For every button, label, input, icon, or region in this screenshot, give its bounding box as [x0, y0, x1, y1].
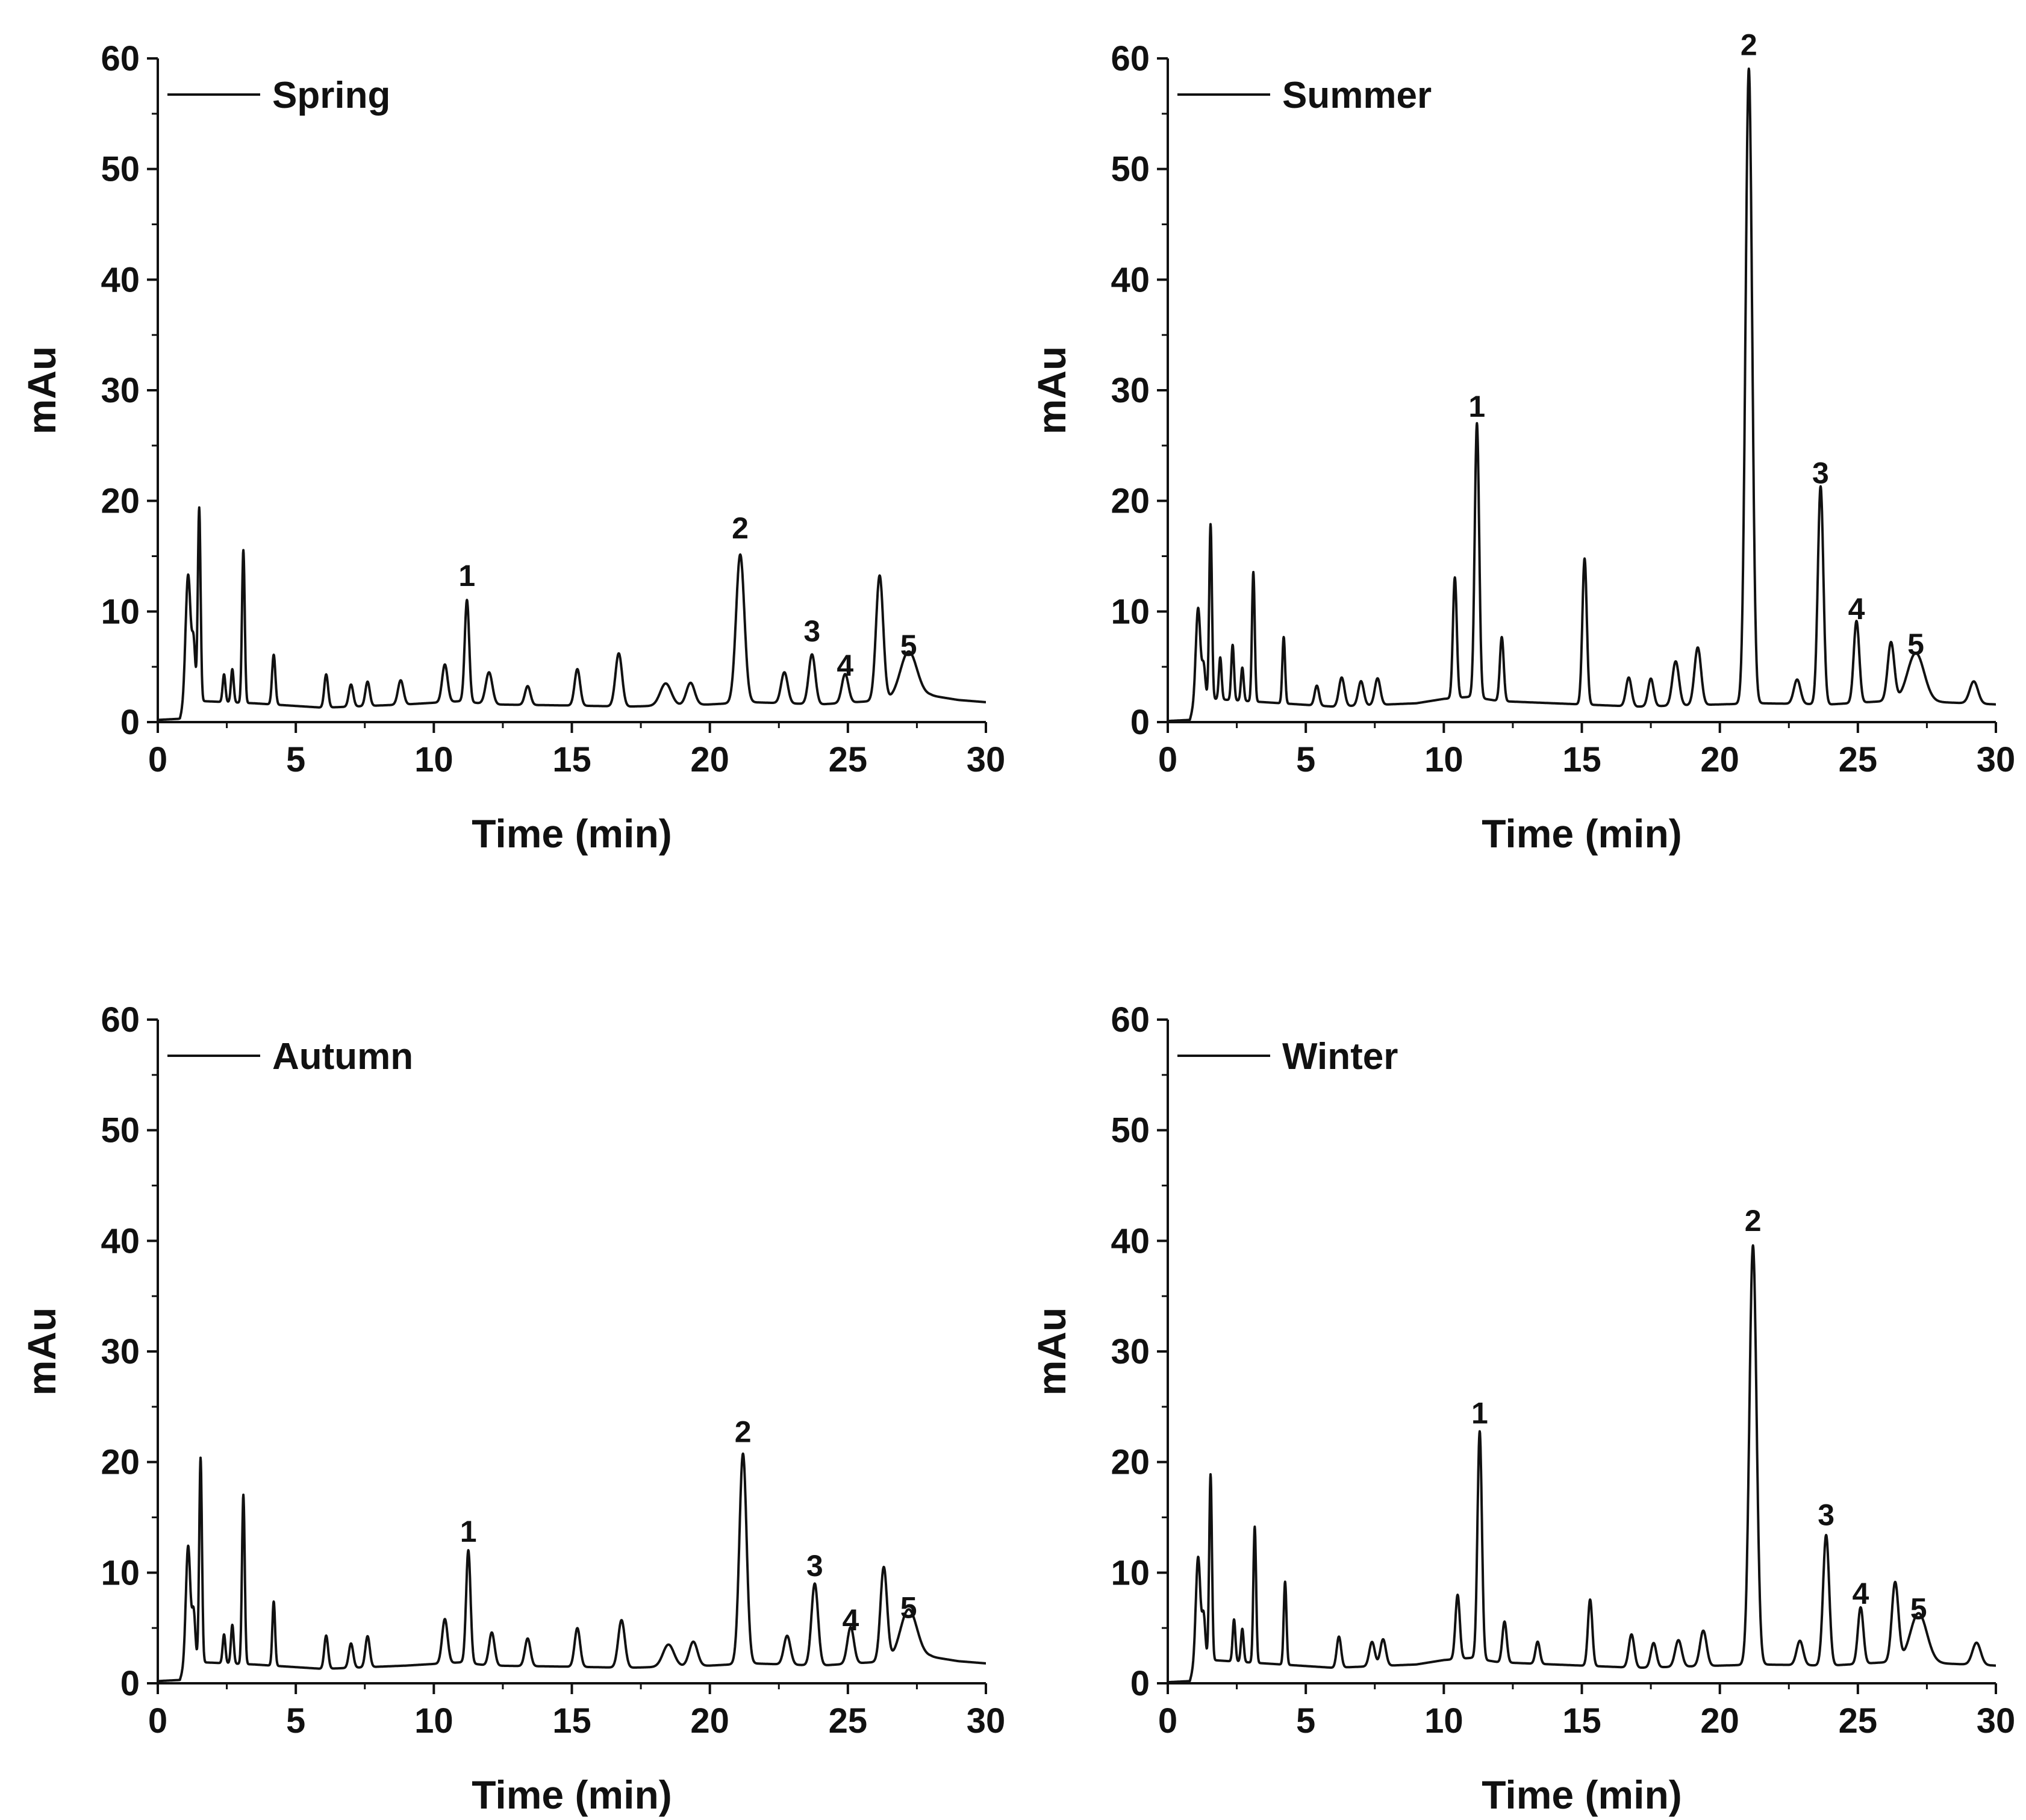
x-tick-label: 10 — [414, 740, 454, 779]
peak-label-2: 2 — [1745, 1204, 1762, 1238]
x-tick-label: 0 — [1158, 740, 1177, 779]
peak-label-3: 3 — [803, 614, 820, 648]
legend-label: Spring — [272, 75, 390, 116]
x-tick-label: 5 — [286, 1701, 305, 1741]
y-axis-title: mAu — [1029, 346, 1074, 435]
y-tick-label: 60 — [1111, 39, 1150, 78]
y-tick-label: 50 — [101, 150, 140, 189]
y-axis-title: mAu — [1029, 1307, 1074, 1396]
x-axis-title: Time (min) — [1482, 1772, 1682, 1817]
x-tick-label: 25 — [1839, 1701, 1878, 1741]
y-tick-label: 40 — [101, 260, 140, 299]
y-tick-label: 30 — [1111, 371, 1150, 410]
peak-label-5: 5 — [1910, 1592, 1927, 1625]
y-tick-label: 30 — [101, 371, 140, 410]
y-tick-label: 0 — [1130, 703, 1150, 742]
peak-label-1: 1 — [1471, 1396, 1488, 1430]
peak-label-1: 1 — [458, 559, 475, 593]
x-tick-label: 5 — [286, 740, 305, 779]
x-tick-label: 20 — [690, 1701, 729, 1741]
y-tick-label: 40 — [1111, 1221, 1150, 1261]
peak-label-5: 5 — [900, 629, 917, 662]
y-tick-label: 60 — [101, 39, 140, 78]
x-tick-label: 20 — [1700, 1701, 1739, 1741]
x-tick-label: 10 — [1424, 740, 1463, 779]
x-tick-label: 10 — [1424, 1701, 1463, 1741]
y-tick-label: 10 — [1111, 1553, 1150, 1592]
peak-label-5: 5 — [1907, 628, 1924, 661]
x-tick-label: 15 — [1562, 1701, 1601, 1741]
y-axis-title: mAu — [19, 346, 64, 435]
y-tick-label: 30 — [1111, 1332, 1150, 1371]
peak-label-4: 4 — [1848, 592, 1865, 626]
x-tick-label: 25 — [1839, 740, 1878, 779]
x-axis-title: Time (min) — [472, 811, 672, 856]
y-tick-label: 40 — [1111, 260, 1150, 299]
y-axis-title: mAu — [19, 1307, 64, 1396]
peak-label-2: 2 — [735, 1415, 752, 1449]
y-tick-label: 0 — [1130, 1664, 1150, 1703]
x-tick-label: 30 — [967, 740, 1006, 779]
x-tick-label: 15 — [552, 1701, 591, 1741]
peak-label-3: 3 — [1812, 456, 1829, 490]
x-tick-label: 25 — [829, 1701, 868, 1741]
x-tick-label: 15 — [552, 740, 591, 779]
y-tick-label: 20 — [1111, 482, 1150, 521]
chromatogram-line-summer — [1167, 67, 1997, 723]
y-tick-label: 50 — [101, 1111, 140, 1150]
y-tick-label: 10 — [1111, 592, 1150, 631]
y-tick-label: 60 — [1111, 1000, 1150, 1039]
peak-label-4: 4 — [843, 1603, 859, 1637]
x-tick-label: 15 — [1562, 740, 1601, 779]
peak-label-1: 1 — [1468, 390, 1485, 423]
peak-label-2: 2 — [1741, 28, 1757, 61]
y-tick-label: 50 — [1111, 1111, 1150, 1150]
y-tick-label: 40 — [101, 1221, 140, 1261]
peak-label-4: 4 — [1853, 1577, 1869, 1610]
chromatogram-line-spring — [157, 506, 987, 721]
y-tick-label: 10 — [101, 592, 140, 631]
peak-label-3: 3 — [806, 1549, 823, 1583]
x-tick-label: 0 — [148, 740, 167, 779]
peak-label-1: 1 — [460, 1515, 477, 1548]
x-tick-label: 30 — [1977, 1701, 2016, 1741]
peak-label-2: 2 — [732, 511, 749, 545]
y-tick-label: 0 — [120, 703, 140, 742]
legend-label: Autumn — [272, 1036, 413, 1077]
chromatogram-line-winter — [1167, 1244, 1997, 1684]
y-tick-label: 30 — [101, 1332, 140, 1371]
x-tick-label: 5 — [1296, 740, 1315, 779]
x-axis-title: Time (min) — [472, 1772, 672, 1817]
x-tick-label: 20 — [1700, 740, 1739, 779]
x-tick-label: 30 — [967, 1701, 1006, 1741]
y-tick-label: 20 — [101, 1443, 140, 1482]
x-tick-label: 30 — [1977, 740, 2016, 779]
legend-label: Summer — [1282, 75, 1432, 116]
y-tick-label: 10 — [101, 1553, 140, 1592]
chromatogram-line-autumn — [157, 1452, 987, 1683]
x-axis-title: Time (min) — [1482, 811, 1682, 856]
peak-label-4: 4 — [837, 649, 853, 682]
y-tick-label: 0 — [120, 1664, 140, 1703]
y-tick-label: 20 — [101, 482, 140, 521]
peak-label-5: 5 — [900, 1591, 917, 1625]
y-tick-label: 60 — [101, 1000, 140, 1039]
x-tick-label: 20 — [690, 740, 729, 779]
peak-label-3: 3 — [1818, 1498, 1834, 1532]
legend-label: Winter — [1282, 1036, 1398, 1077]
y-tick-label: 20 — [1111, 1443, 1150, 1482]
y-tick-label: 50 — [1111, 150, 1150, 189]
x-tick-label: 25 — [829, 740, 868, 779]
x-tick-label: 0 — [148, 1701, 167, 1741]
x-tick-label: 10 — [414, 1701, 454, 1741]
x-tick-label: 0 — [1158, 1701, 1177, 1741]
x-tick-label: 5 — [1296, 1701, 1315, 1741]
